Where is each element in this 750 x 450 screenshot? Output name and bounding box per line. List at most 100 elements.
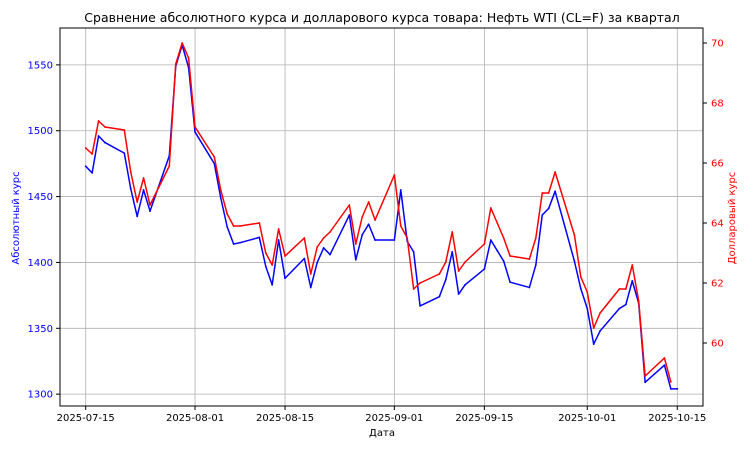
chart-title: Сравнение абсолютного курса и долларовог… — [84, 10, 679, 25]
x-tick-label: 2025-10-15 — [648, 413, 706, 424]
data-point — [219, 197, 222, 199]
data-point — [194, 131, 196, 133]
absolute-rate-points — [84, 44, 679, 390]
data-point — [541, 214, 544, 216]
grid — [60, 28, 703, 406]
data-point — [129, 171, 132, 173]
data-point — [406, 237, 409, 239]
data-point — [354, 258, 357, 261]
y-left-axis-label: Абсолютный курс — [11, 171, 22, 264]
data-point — [374, 219, 376, 221]
data-point — [264, 252, 267, 254]
data-point — [412, 288, 415, 290]
data-point — [194, 126, 196, 128]
data-point — [669, 387, 672, 390]
x-axis-label: Дата — [369, 428, 395, 439]
x-tick-label: 2025-09-01 — [365, 413, 423, 424]
y-right-tick-label: 68 — [711, 99, 724, 110]
x-tick-label: 2025-09-15 — [455, 413, 513, 424]
data-point — [509, 255, 511, 257]
data-point — [554, 190, 557, 193]
data-point — [624, 288, 627, 290]
data-point — [631, 264, 634, 266]
data-point — [412, 251, 415, 253]
data-point — [284, 277, 286, 280]
data-point — [419, 305, 421, 307]
data-point — [451, 251, 454, 253]
data-point — [181, 42, 184, 44]
data-point — [303, 257, 306, 260]
data-point — [483, 268, 486, 270]
data-point — [554, 171, 557, 173]
data-point — [393, 239, 396, 241]
data-point — [586, 307, 589, 310]
data-point — [277, 239, 280, 241]
data-point — [91, 171, 94, 174]
data-point — [104, 141, 106, 144]
data-point — [239, 241, 241, 244]
data-point — [277, 228, 280, 230]
data-point — [637, 300, 640, 302]
data-point — [322, 247, 325, 249]
data-point — [528, 286, 531, 289]
data-point — [168, 165, 171, 167]
data-point — [104, 126, 106, 128]
data-point — [451, 231, 454, 233]
data-point — [399, 225, 402, 227]
data-point — [663, 364, 666, 367]
data-point — [232, 225, 235, 227]
data-point — [618, 288, 621, 290]
data-point — [97, 120, 100, 122]
data-point — [187, 57, 190, 59]
y-left-tick-label: 1350 — [28, 324, 53, 335]
data-point — [438, 295, 441, 298]
data-point — [361, 233, 364, 236]
data-point — [284, 255, 286, 257]
y-left-tick-label: 1300 — [28, 390, 53, 401]
data-point — [528, 258, 531, 260]
data-point — [399, 189, 402, 191]
data-point — [367, 201, 370, 203]
y-right-axis-ticks: 60 62 64 66 68 70 — [703, 39, 724, 350]
data-point — [84, 147, 87, 149]
plot-frame — [59, 27, 704, 407]
data-point — [592, 343, 595, 345]
data-point — [419, 282, 421, 284]
x-tick-label: 2025-07-15 — [57, 413, 115, 424]
data-point — [213, 156, 216, 158]
data-point — [541, 192, 544, 194]
data-point — [348, 214, 351, 216]
data-point — [502, 260, 505, 263]
dollar-rate-series-line — [85, 42, 672, 383]
data-point — [624, 303, 627, 306]
data-point — [444, 261, 447, 263]
data-point — [271, 283, 274, 286]
data-point — [264, 265, 267, 268]
data-point — [258, 236, 261, 239]
data-point — [457, 293, 460, 295]
x-tick-label: 2025-10-01 — [558, 413, 616, 424]
data-point — [457, 270, 460, 272]
data-point — [618, 307, 621, 310]
data-point — [644, 381, 647, 384]
data-point — [534, 237, 537, 239]
data-point — [232, 243, 235, 245]
data-point — [226, 213, 229, 215]
data-point — [663, 357, 666, 359]
data-point — [586, 291, 589, 293]
data-point — [464, 261, 466, 263]
data-point — [123, 152, 126, 155]
data-point — [226, 225, 229, 228]
data-point — [271, 264, 274, 266]
data-point — [489, 239, 492, 241]
data-point — [309, 273, 312, 275]
data-point — [316, 261, 319, 264]
data-point — [316, 246, 319, 248]
data-point — [309, 286, 312, 289]
data-point — [644, 375, 647, 377]
data-point — [219, 189, 222, 191]
data-point — [444, 278, 447, 281]
y-right-tick-label: 66 — [711, 159, 724, 170]
